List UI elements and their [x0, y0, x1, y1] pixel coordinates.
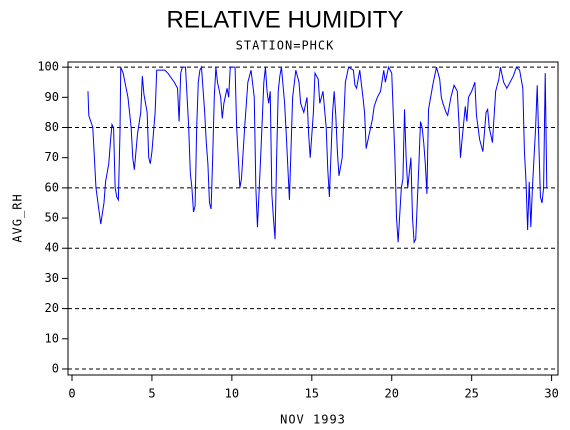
y-axis-label: AVG_RH	[11, 193, 25, 242]
x-tick-label: 30	[544, 387, 558, 401]
x-tick-label: 0	[68, 387, 75, 401]
y-tick-label: 90	[45, 90, 59, 104]
chart-subtitle: STATION=PHCK	[236, 39, 335, 53]
x-tick-label: 25	[464, 387, 478, 401]
x-tick-label: 5	[148, 387, 155, 401]
y-tick-label: 60	[45, 180, 59, 194]
x-tick-label: 15	[305, 387, 319, 401]
data-line	[87, 65, 548, 244]
x-tick-label: 20	[385, 387, 399, 401]
y-tick-label: 70	[45, 150, 59, 164]
chart-title: RELATIVE HUMIDITY	[167, 6, 404, 33]
y-tick-label: 30	[45, 271, 59, 285]
y-tick-label: 0	[52, 361, 59, 375]
y-tick-label: 40	[45, 241, 59, 255]
y-tick-label: 50	[45, 211, 59, 225]
x-axis-label: NOV 1993	[280, 413, 346, 427]
y-tick-label: 10	[45, 331, 59, 345]
y-tick-label: 100	[37, 60, 59, 74]
plot-frame	[67, 61, 559, 376]
x-tick-label: 10	[225, 387, 239, 401]
y-tick-label: 80	[45, 120, 59, 134]
y-tick-label: 20	[45, 301, 59, 315]
